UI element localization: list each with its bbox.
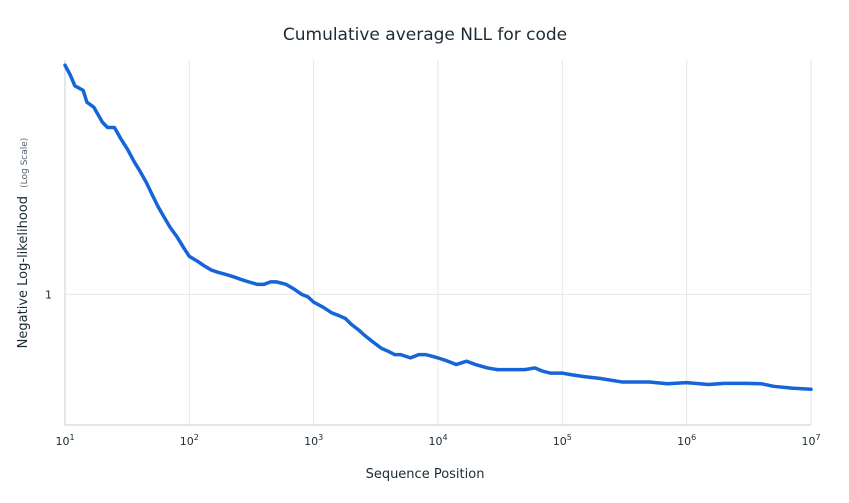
y-axis-label-note: (Log Scale) <box>20 138 30 188</box>
y-tick-labels: 1 <box>45 288 52 301</box>
grid <box>64 60 812 425</box>
y-axis-label-main: Negative Log-likelihood <box>16 196 31 348</box>
x-axis-label: Sequence Position <box>366 467 485 482</box>
x-tick-label: 106 <box>677 433 696 448</box>
x-tick-base: 10 <box>304 435 318 448</box>
x-tick-label: 105 <box>553 433 572 448</box>
x-tick-label: 104 <box>428 433 447 448</box>
x-tick-base: 10 <box>180 435 194 448</box>
y-tick-label: 1 <box>45 288 52 301</box>
x-tick-exponent: 2 <box>194 433 199 442</box>
x-tick-base: 10 <box>677 435 691 448</box>
y-axis-label: Negative Log-likelihood (Log Scale) <box>16 138 31 349</box>
x-tick-base: 10 <box>428 435 442 448</box>
x-tick-label: 102 <box>180 433 199 448</box>
x-tick-exponent: 1 <box>69 433 74 442</box>
x-tick-base: 10 <box>55 435 69 448</box>
x-tick-exponent: 5 <box>567 433 572 442</box>
series-line-code <box>63 63 813 391</box>
x-tick-label: 107 <box>801 433 820 448</box>
x-tick-exponent: 3 <box>318 433 323 442</box>
chart-title: Cumulative average NLL for code <box>283 25 567 45</box>
x-tick-exponent: 7 <box>815 433 820 442</box>
x-tick-exponent: 6 <box>691 433 696 442</box>
x-tick-labels: 101 102 103 104 105 106 107 <box>55 433 820 448</box>
x-tick-exponent: 4 <box>442 433 447 442</box>
x-tick-label: 103 <box>304 433 323 448</box>
x-tick-base: 10 <box>801 435 815 448</box>
series-layer <box>63 63 813 391</box>
x-tick-label: 101 <box>55 433 74 448</box>
axes <box>64 60 811 426</box>
x-tick-base: 10 <box>553 435 567 448</box>
